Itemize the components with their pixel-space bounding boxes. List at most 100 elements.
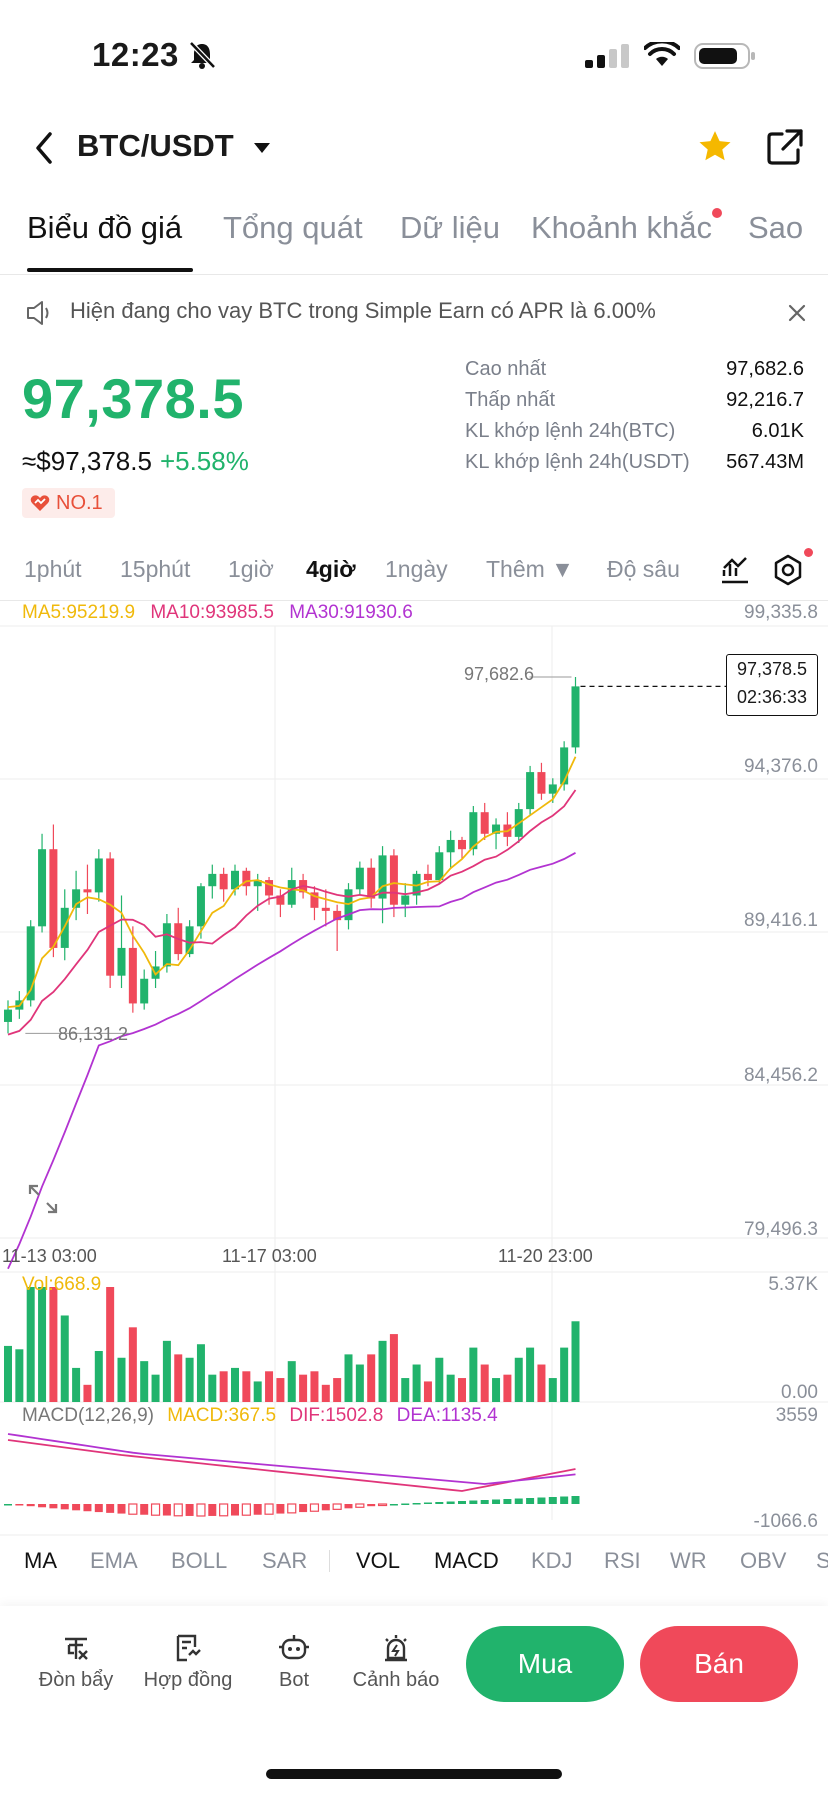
volume-bar	[60, 1315, 69, 1402]
price-chart[interactable]	[0, 620, 828, 1540]
tool-leverage[interactable]: Đòn bẩy	[26, 1633, 126, 1692]
volume-bar	[4, 1345, 12, 1402]
macd-title: MACD(12,26,9)	[22, 1405, 154, 1426]
y-tick-1: 94,376.0	[744, 756, 818, 777]
macd-histogram-bar	[72, 1504, 81, 1511]
settings-icon[interactable]	[772, 554, 804, 586]
macd-histogram-bar	[162, 1504, 171, 1516]
candle-body	[38, 849, 47, 927]
indicator-vol[interactable]: VOL	[356, 1548, 401, 1573]
indicator-rsi[interactable]: RSI	[604, 1548, 641, 1573]
macd-histogram-bar	[253, 1504, 262, 1515]
candle-body	[106, 858, 115, 976]
candle-body	[378, 855, 387, 899]
tab-underline	[27, 268, 193, 272]
candle-body	[571, 686, 580, 748]
timeframe-15m[interactable]: 15phút	[120, 556, 191, 582]
macd-histogram-bar	[60, 1504, 69, 1510]
volume-bar	[219, 1371, 228, 1402]
indicator-ema[interactable]: EMA	[90, 1548, 138, 1573]
pair-selector[interactable]: BTC/USDT	[77, 128, 272, 164]
timeframe-1m[interactable]: 1phút	[24, 556, 82, 582]
sell-button[interactable]: Bán	[640, 1626, 798, 1702]
timeframe-1h[interactable]: 1giờ	[228, 556, 274, 582]
macd-histogram-bar	[219, 1503, 229, 1517]
indicator-s[interactable]: S	[816, 1548, 828, 1573]
volume-bar	[15, 1349, 24, 1402]
price-usd-line: ≈$97,378.5 +5.58%	[22, 446, 249, 477]
timeframe-4h[interactable]: 4giờ	[306, 556, 356, 582]
volume-bar	[151, 1374, 160, 1402]
macd-histogram-bar	[344, 1504, 353, 1509]
tool-bot[interactable]: Bot	[244, 1633, 344, 1692]
candle-body	[49, 849, 58, 948]
macd-histogram-bar	[185, 1504, 194, 1516]
indicator-obv[interactable]: OBV	[740, 1548, 787, 1573]
share-icon[interactable]	[766, 128, 804, 166]
x-tick-2: 11-20 23:00	[498, 1246, 593, 1266]
indicator-sar[interactable]: SAR	[262, 1548, 308, 1573]
timeframe-1d[interactable]: 1ngày	[385, 556, 448, 582]
indicator-macd[interactable]: MACD	[434, 1548, 499, 1573]
volume-bar	[480, 1364, 489, 1402]
volume-bar	[469, 1347, 478, 1402]
buy-button[interactable]: Mua	[466, 1626, 624, 1702]
indicator-kdj[interactable]: KDJ	[531, 1548, 573, 1573]
tab-moments[interactable]: Khoảnh khắc	[531, 210, 712, 245]
candle-body	[548, 784, 557, 794]
depth-tab[interactable]: Độ sâu	[607, 556, 680, 582]
volume-bar	[208, 1374, 217, 1402]
y-tick-0: 99,335.8	[744, 602, 818, 623]
tab-overview[interactable]: Tổng quát	[223, 210, 363, 245]
candle-body	[446, 839, 455, 853]
candle-body	[185, 926, 194, 955]
candle-body	[196, 886, 205, 927]
heart-icon	[30, 495, 50, 511]
tab-stars[interactable]: Sao	[748, 210, 804, 245]
volume-bar	[548, 1378, 557, 1402]
candle-body	[458, 839, 466, 850]
macd-histogram-bar	[26, 1504, 35, 1507]
volume-bar	[265, 1371, 274, 1402]
close-icon[interactable]	[788, 304, 806, 322]
fullscreen-icon[interactable]	[28, 1184, 58, 1214]
alarm-icon	[385, 1635, 407, 1662]
rank-badge[interactable]: NO.1	[22, 488, 115, 518]
macd-histogram-bar	[321, 1504, 330, 1511]
volume-bar	[242, 1371, 251, 1402]
indicator-wr[interactable]: WR	[670, 1548, 707, 1573]
home-indicator	[266, 1769, 562, 1779]
back-icon[interactable]	[28, 128, 60, 168]
volume-bar	[83, 1384, 92, 1402]
tool-contract[interactable]: Hợp đồng	[138, 1633, 238, 1692]
macd-histogram-bar	[208, 1504, 217, 1516]
tab-data[interactable]: Dữ liệu	[400, 210, 501, 245]
candle-body	[401, 895, 410, 905]
tool-alarm[interactable]: Cảnh báo	[346, 1633, 446, 1692]
star-icon[interactable]	[696, 128, 734, 166]
signal-icon	[585, 44, 629, 68]
candle-body	[208, 873, 217, 887]
candle-body	[435, 852, 444, 881]
candle-body	[560, 747, 569, 785]
notice-banner[interactable]: Hiện đang cho vay BTC trong Simple Earn …	[26, 296, 806, 332]
last-price: 97,378.5	[22, 367, 244, 430]
volume-bar	[537, 1364, 546, 1402]
stat-value-high: 97,682.6	[726, 358, 804, 380]
macd-histogram-bar	[15, 1504, 24, 1506]
candle-body	[4, 1009, 12, 1022]
stat-value-vol-btc: 6.01K	[751, 420, 804, 442]
tool-contract-label: Hợp đồng	[143, 1669, 233, 1691]
indicator-boll[interactable]: BOLL	[171, 1548, 228, 1573]
low-marker-label: 86,131.2	[58, 1024, 129, 1044]
volume-bar	[526, 1347, 535, 1402]
volume-bar	[94, 1350, 103, 1402]
ma30-line	[7, 852, 576, 1270]
tab-chart[interactable]: Biểu đồ giá	[27, 210, 183, 245]
indicator-ma[interactable]: MA	[24, 1548, 57, 1573]
macd-histogram-bar	[117, 1504, 126, 1514]
candle-body	[423, 873, 432, 881]
candle-body	[94, 858, 103, 893]
timeframe-more[interactable]: Thêm ▼	[486, 556, 574, 582]
indicator-icon[interactable]	[720, 556, 750, 584]
